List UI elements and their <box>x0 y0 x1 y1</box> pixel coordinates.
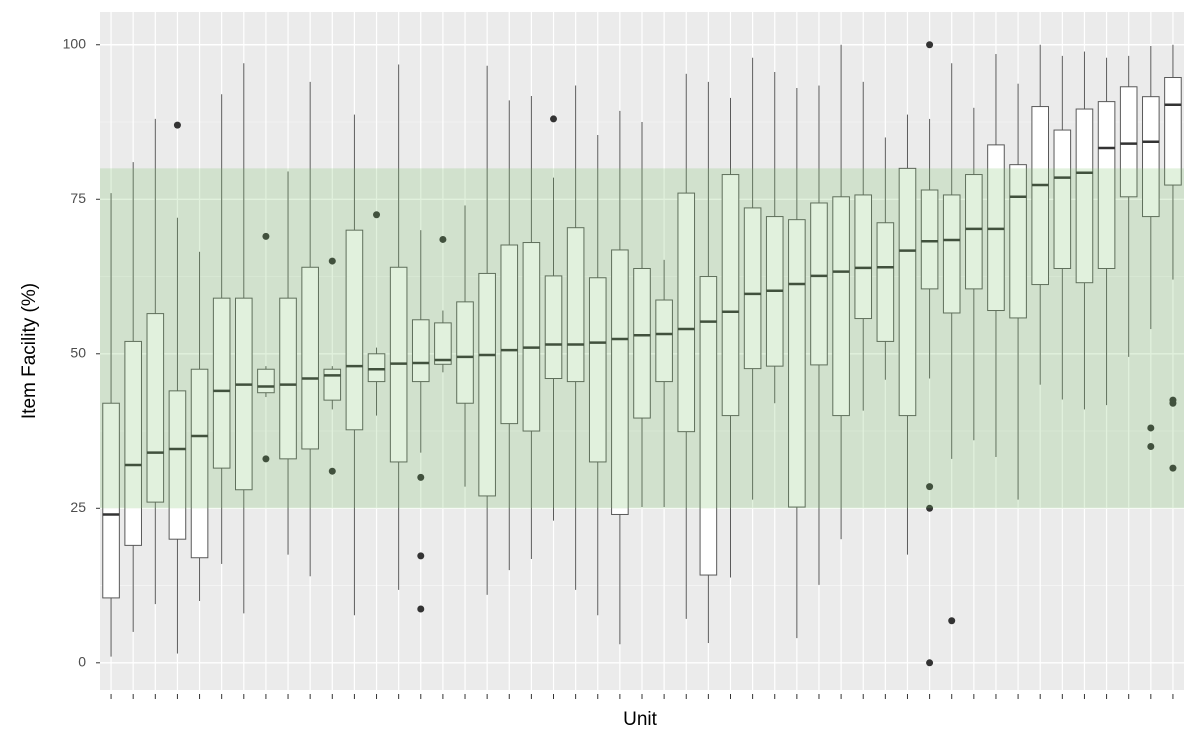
box <box>500 244 519 425</box>
box <box>367 353 386 383</box>
highlight-band <box>100 168 1184 509</box>
box <box>345 229 364 431</box>
box <box>168 390 187 540</box>
outlier <box>328 467 336 475</box>
box <box>1097 101 1116 269</box>
outlier <box>550 115 558 123</box>
outlier <box>926 41 934 49</box>
box <box>655 299 673 383</box>
box <box>522 242 541 432</box>
y-tick-label: 0 <box>78 654 86 670</box>
outlier <box>1147 424 1155 432</box>
box <box>1119 86 1138 198</box>
outlier <box>926 483 934 491</box>
box <box>854 194 873 320</box>
box <box>212 297 231 469</box>
box <box>832 196 850 417</box>
box <box>301 266 319 450</box>
outlier <box>417 552 425 560</box>
outlier <box>173 121 181 129</box>
box <box>810 202 828 366</box>
outlier <box>948 617 956 625</box>
box <box>1142 96 1160 218</box>
y-tick-label: 100 <box>63 35 87 51</box>
y-tick-label: 50 <box>70 344 86 360</box>
outlier <box>439 235 447 243</box>
outlier <box>417 605 425 613</box>
box <box>102 402 120 599</box>
box <box>190 368 209 559</box>
box <box>323 368 342 401</box>
x-axis-title: Unit <box>623 709 658 730</box>
outlier <box>1147 442 1155 450</box>
y-tick-label: 75 <box>70 190 86 206</box>
box <box>279 297 297 460</box>
box <box>699 276 718 576</box>
outlier <box>373 211 381 219</box>
outlier <box>1169 399 1177 407</box>
box <box>1031 106 1050 286</box>
box <box>124 340 142 546</box>
box <box>566 227 585 383</box>
outlier <box>262 455 270 463</box>
box <box>788 219 806 508</box>
outlier <box>328 257 336 265</box>
box <box>411 319 430 383</box>
box <box>611 249 629 515</box>
outlier <box>262 232 270 240</box>
box <box>743 207 762 370</box>
outlier <box>926 659 934 667</box>
box <box>1009 164 1027 319</box>
box <box>942 194 961 314</box>
y-axis-title: Item Facility (%) <box>19 283 40 419</box>
box <box>588 277 607 463</box>
box <box>434 322 452 365</box>
box <box>721 174 740 417</box>
box <box>898 167 917 417</box>
box <box>235 297 253 491</box>
box <box>456 301 474 404</box>
y-tick-label: 25 <box>70 499 86 515</box>
box <box>1075 108 1094 284</box>
box <box>478 272 496 497</box>
box <box>965 174 983 290</box>
outlier <box>926 504 934 512</box>
box <box>146 313 165 503</box>
box <box>544 275 563 380</box>
outlier <box>417 473 425 481</box>
box <box>1053 129 1072 269</box>
box <box>677 192 696 433</box>
box <box>876 222 895 342</box>
outlier <box>1169 464 1177 472</box>
box <box>920 189 939 290</box>
box <box>633 267 651 419</box>
